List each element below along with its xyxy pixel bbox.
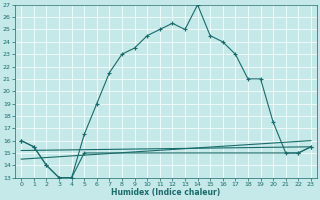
X-axis label: Humidex (Indice chaleur): Humidex (Indice chaleur) <box>111 188 221 197</box>
